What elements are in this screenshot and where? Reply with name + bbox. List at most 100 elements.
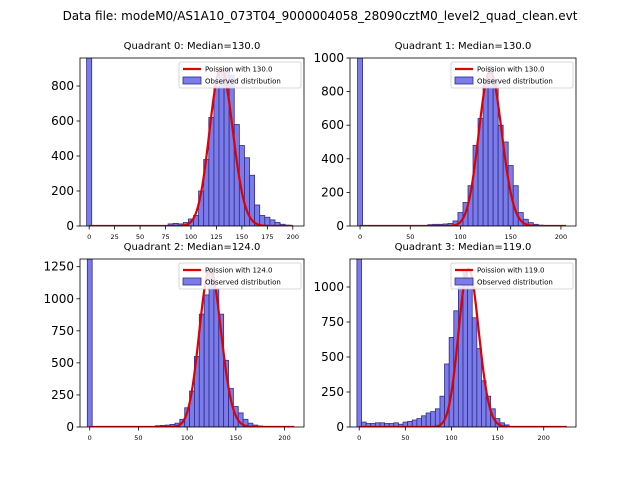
x-tick-label: 0 (87, 233, 91, 241)
x-tick-label: 0 (88, 434, 92, 442)
histogram-bar (416, 418, 422, 427)
x-tick-label: 50 (134, 434, 142, 442)
quadrant-3-panel: Quadrant 3: Median=119.0 0 50 100 150 200 0 250… (313, 242, 577, 442)
histogram-bar (476, 348, 482, 427)
legend-bars-label: Observed distribution (205, 78, 281, 86)
y-tick-label: 0 (336, 420, 344, 434)
quadrant-3-bars (356, 259, 510, 427)
legend-box (450, 61, 574, 89)
histogram-bar (228, 75, 235, 226)
legend-bars-swatch (454, 76, 474, 85)
x-tick-label: 0 (358, 233, 362, 241)
histogram-bar (421, 415, 427, 427)
legend-bars-swatch (182, 277, 202, 286)
figure-title: Data file: modeM0/AS1A10_073T04_90000040… (62, 9, 578, 23)
y-tick-label: 750 (321, 315, 344, 329)
legend-curve-label: Poission with 124.0 (205, 267, 273, 275)
quadrant-3-title: Quadrant 3: Median=119.0 (395, 242, 532, 253)
histogram-bar (471, 317, 478, 427)
x-tick-label: 200 (555, 233, 567, 241)
histogram-bar (86, 58, 93, 226)
histogram-bar (218, 71, 225, 226)
x-tick-label: 50 (136, 233, 144, 241)
histogram-bar (208, 267, 215, 427)
histogram-bar (213, 85, 220, 226)
y-tick-label: 0 (336, 219, 344, 233)
y-tick-label: 500 (321, 350, 344, 364)
quadrant-1-axes-frame (349, 57, 577, 227)
histogram-bar (264, 216, 271, 226)
y-tick-label: 0 (66, 420, 74, 434)
quadrant-2-legend: Poission with 124.0 Observed distribution (178, 262, 302, 290)
legend-curve-label: Poission with 130.0 (477, 66, 545, 74)
legend-box (450, 262, 574, 290)
histogram-bar (249, 174, 256, 226)
legend-bars-label: Observed distribution (477, 78, 553, 86)
legend-box (178, 61, 302, 89)
quadrant-1-legend: Poission with 130.0 Observed distribution (450, 61, 574, 89)
x-tick-label: 100 (185, 233, 197, 241)
legend-bars-swatch (454, 277, 474, 286)
histogram-bar (86, 259, 93, 427)
x-tick-label: 200 (538, 434, 550, 442)
quadrant-2-panel: Quadrant 2: Median=124.0 0 50 100 150 200 0 250… (43, 242, 305, 442)
quadrant-0-axes-frame (79, 57, 305, 227)
quadrant-2-axes-frame (79, 258, 305, 428)
y-tick-label: 200 (321, 185, 344, 199)
x-tick-label: 125 (210, 233, 222, 241)
legend-curve-label: Poission with 130.0 (205, 66, 273, 74)
y-tick-label: 1000 (313, 280, 344, 294)
legend-bars-swatch (182, 76, 202, 85)
y-tick-label: 600 (51, 114, 74, 128)
y-tick-label: 250 (51, 388, 74, 402)
legend-box (178, 262, 302, 290)
y-tick-label: 1000 (43, 292, 74, 306)
histogram-bar (357, 58, 363, 226)
x-tick-label: 150 (505, 233, 517, 241)
poisson-curve (89, 67, 293, 226)
histogram-bar (430, 411, 436, 427)
legend-curve-label: Poission with 119.0 (477, 267, 545, 275)
histogram-bar (356, 259, 362, 427)
legend-bars-label: Observed distribution (477, 279, 553, 287)
y-tick-label: 800 (321, 85, 344, 99)
quadrant-3-legend: Poission with 119.0 Observed distribution (450, 262, 574, 290)
x-tick-label: 150 (236, 233, 248, 241)
y-tick-label: 0 (66, 219, 74, 233)
poisson-curve (359, 267, 567, 427)
x-tick-label: 100 (445, 434, 457, 442)
y-tick-label: 500 (51, 356, 74, 370)
x-tick-label: 75 (161, 233, 169, 241)
x-tick-label: 200 (278, 434, 290, 442)
x-tick-label: 25 (110, 233, 118, 241)
histogram-bar (482, 81, 489, 226)
x-tick-label: 100 (181, 434, 193, 442)
x-tick-label: 200 (287, 233, 299, 241)
x-tick-label: 50 (406, 233, 414, 241)
x-tick-label: 150 (230, 434, 242, 442)
y-tick-label: 600 (321, 118, 344, 132)
histogram-bar (425, 412, 432, 427)
x-tick-label: 100 (454, 233, 466, 241)
y-tick-label: 1000 (313, 51, 344, 65)
y-tick-label: 800 (51, 79, 74, 93)
quadrant-1-bars (357, 58, 544, 226)
quadrant-0-title: Quadrant 0: Median=130.0 (124, 41, 261, 52)
y-tick-label: 400 (321, 152, 344, 166)
quadrant-0-legend: Poission with 130.0 Observed distribution (178, 61, 302, 89)
quadrant-3-axes-frame (349, 258, 577, 428)
legend-bars-label: Observed distribution (205, 279, 281, 287)
histogram-bar (487, 66, 494, 226)
x-tick-label: 0 (357, 434, 361, 442)
y-tick-label: 400 (51, 149, 74, 163)
x-tick-label: 150 (491, 434, 503, 442)
quadrant-1-title: Quadrant 1: Median=130.0 (395, 41, 532, 52)
x-tick-label: 50 (401, 434, 409, 442)
histogram-bar (467, 282, 473, 427)
y-tick-label: 1250 (43, 260, 74, 274)
y-tick-label: 750 (51, 324, 74, 338)
quadrant-0-panel: Quadrant 0: Median=130.0 0 25 50 75 100 125 150… (51, 41, 305, 241)
y-tick-label: 200 (51, 184, 74, 198)
histogram-bar (203, 294, 210, 427)
quadrant-2-title: Quadrant 2: Median=124.0 (124, 242, 261, 253)
